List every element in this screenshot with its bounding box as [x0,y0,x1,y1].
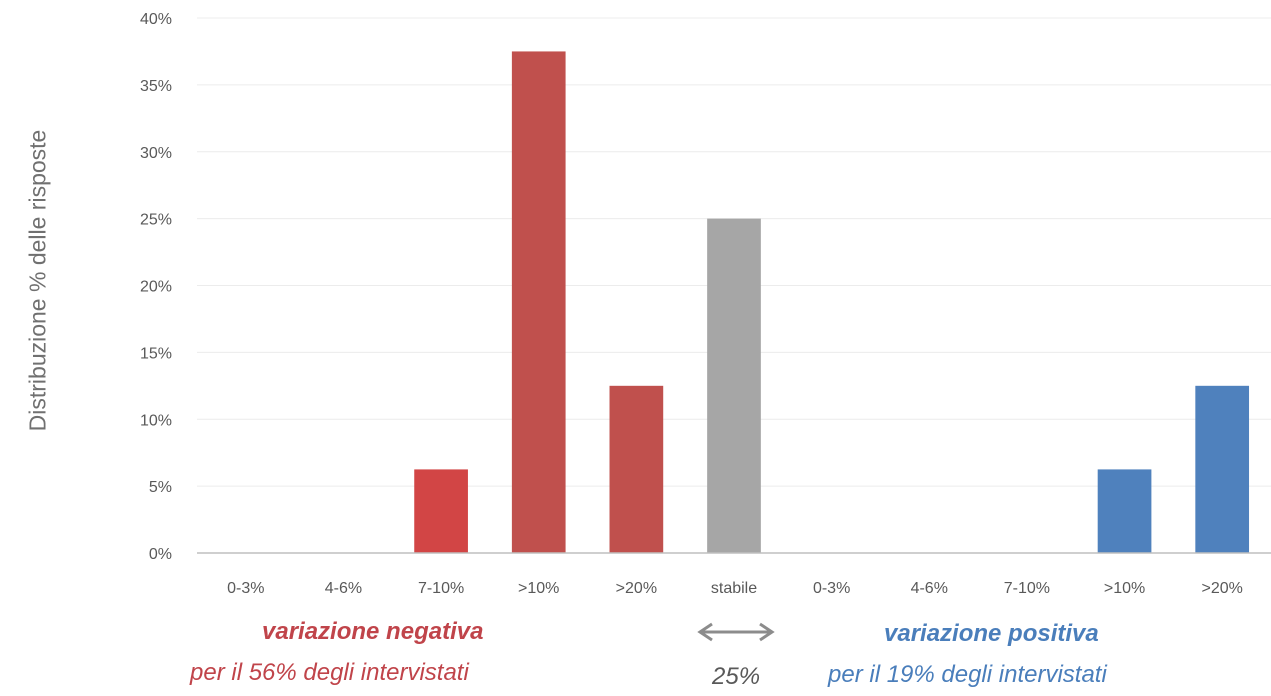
y-axis-label: Distribuzione % delle risposte [24,129,51,431]
negative-group-title: variazione negativa [262,618,484,645]
y-tick-label: 0% [149,546,172,563]
y-tick-label: 15% [140,345,172,362]
y-tick-label: 10% [140,412,172,429]
x-tick-label: 7-10% [1004,580,1050,597]
bar [1195,385,1250,553]
y-tick-label: 30% [140,145,172,162]
y-tick-label: 5% [149,479,172,496]
negative-group-subtitle: per il 56% degli intervistati [190,659,469,686]
y-tick-label: 40% [140,11,172,28]
y-tick-label: 20% [140,279,172,296]
double-arrow-icon [697,622,775,642]
bar [1097,469,1152,553]
x-axis-ticks: 0-3% 4-6% 7-10% >10% >20% stabile 0-3% 4-6% 7-10… [227,580,1243,597]
x-tick-label: >10% [518,580,559,597]
y-tick-label: 35% [140,78,172,95]
positive-group-subtitle: per il 19% degli intervistati [828,661,1107,688]
bar [707,218,761,553]
x-tick-label: >20% [616,580,657,597]
bar [511,51,566,553]
x-tick-label: 4-6% [325,580,362,597]
y-tick-label: 25% [140,212,172,229]
x-tick-label: 7-10% [418,580,464,597]
x-tick-label: 0-3% [813,580,850,597]
bar [414,469,468,553]
positive-group-title: variazione positiva [884,620,1099,647]
bar [609,385,664,553]
x-tick-label: 0-3% [227,580,264,597]
x-tick-label: stabile [711,580,757,597]
bars [414,51,1250,553]
x-tick-label: >10% [1104,580,1145,597]
x-tick-label: >20% [1201,580,1242,597]
y-axis-ticks: 0% 5% 10% 15% 20% 25% 30% 35% 40% [140,11,172,563]
x-tick-label: 4-6% [911,580,948,597]
stable-value-label: 25% [712,663,761,690]
